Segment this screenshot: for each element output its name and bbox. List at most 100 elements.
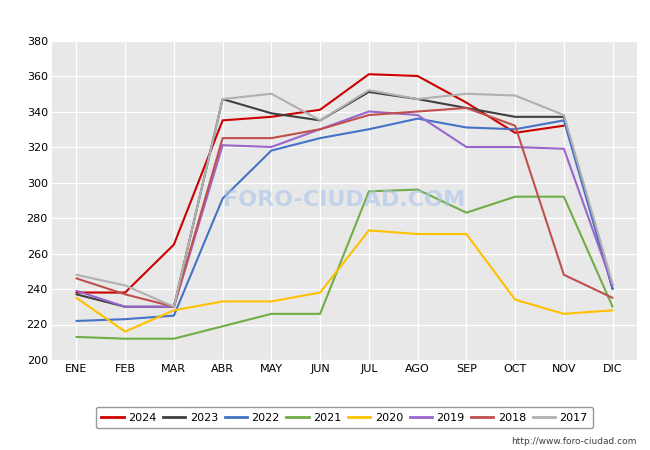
2019 (316, 126, 324, 132)
2023 (218, 96, 227, 102)
2019 (511, 144, 519, 150)
2021 (316, 311, 324, 316)
2017 (218, 96, 227, 102)
Line: 2018: 2018 (77, 108, 612, 307)
2018 (218, 135, 227, 141)
2019 (170, 304, 178, 310)
2021 (511, 194, 519, 199)
2017 (121, 283, 129, 288)
Line: 2022: 2022 (77, 119, 612, 321)
2022 (316, 135, 324, 141)
2024 (316, 107, 324, 112)
2024 (365, 72, 373, 77)
2024 (463, 100, 471, 105)
Line: 2023: 2023 (77, 92, 612, 307)
2017 (463, 91, 471, 96)
2019 (365, 109, 373, 114)
2023 (560, 114, 568, 120)
2022 (463, 125, 471, 130)
2024 (218, 118, 227, 123)
Line: 2020: 2020 (77, 230, 612, 332)
2017 (268, 91, 276, 96)
2019 (72, 288, 81, 293)
2019 (463, 144, 471, 150)
2019 (268, 144, 276, 150)
2017 (560, 112, 568, 118)
2018 (268, 135, 276, 141)
2023 (608, 286, 616, 292)
2020 (170, 308, 178, 313)
2017 (413, 96, 421, 102)
Text: FORO-CIUDAD.COM: FORO-CIUDAD.COM (224, 190, 465, 210)
2023 (413, 96, 421, 102)
2017 (170, 304, 178, 310)
2020 (218, 299, 227, 304)
2024 (268, 114, 276, 120)
2020 (463, 231, 471, 237)
2017 (608, 281, 616, 286)
2022 (608, 286, 616, 292)
2019 (608, 283, 616, 288)
2018 (72, 276, 81, 281)
2021 (413, 187, 421, 192)
Line: 2021: 2021 (77, 189, 612, 339)
2018 (365, 112, 373, 118)
2023 (511, 114, 519, 120)
2018 (413, 109, 421, 114)
2021 (608, 304, 616, 310)
2020 (316, 290, 324, 295)
2018 (511, 123, 519, 128)
2019 (413, 112, 421, 118)
Legend: 2024, 2023, 2022, 2021, 2020, 2019, 2018, 2017: 2024, 2023, 2022, 2021, 2020, 2019, 2018… (96, 407, 593, 428)
2023 (72, 292, 81, 297)
2022 (170, 313, 178, 318)
Text: Afiliados en Baños de Montemayor a 30/11/2024: Afiliados en Baños de Montemayor a 30/11… (147, 13, 503, 28)
2017 (365, 87, 373, 93)
2019 (560, 146, 568, 152)
2023 (316, 118, 324, 123)
2018 (463, 105, 471, 111)
2021 (218, 324, 227, 329)
Line: 2024: 2024 (77, 74, 564, 292)
2020 (365, 228, 373, 233)
2023 (170, 304, 178, 310)
2017 (316, 118, 324, 123)
2024 (72, 290, 81, 295)
2022 (560, 118, 568, 123)
2019 (121, 304, 129, 310)
2024 (121, 290, 129, 295)
2018 (121, 292, 129, 297)
2020 (72, 295, 81, 301)
2020 (511, 297, 519, 302)
2021 (72, 334, 81, 340)
2021 (268, 311, 276, 316)
2021 (365, 189, 373, 194)
Line: 2017: 2017 (77, 90, 612, 307)
2018 (170, 304, 178, 310)
2021 (560, 194, 568, 199)
2018 (608, 295, 616, 301)
2024 (170, 242, 178, 248)
2018 (316, 126, 324, 132)
2022 (72, 318, 81, 324)
2021 (170, 336, 178, 342)
2024 (560, 123, 568, 128)
2022 (268, 148, 276, 153)
2023 (121, 304, 129, 310)
2017 (511, 93, 519, 98)
2020 (121, 329, 129, 334)
2022 (121, 316, 129, 322)
2019 (218, 143, 227, 148)
2022 (365, 126, 373, 132)
2020 (560, 311, 568, 316)
Text: http://www.foro-ciudad.com: http://www.foro-ciudad.com (512, 436, 637, 446)
2023 (268, 111, 276, 116)
2024 (413, 73, 421, 79)
2020 (608, 308, 616, 313)
2021 (463, 210, 471, 216)
2018 (560, 272, 568, 278)
2022 (413, 116, 421, 122)
2023 (463, 105, 471, 111)
Line: 2019: 2019 (77, 112, 612, 307)
2023 (365, 89, 373, 94)
